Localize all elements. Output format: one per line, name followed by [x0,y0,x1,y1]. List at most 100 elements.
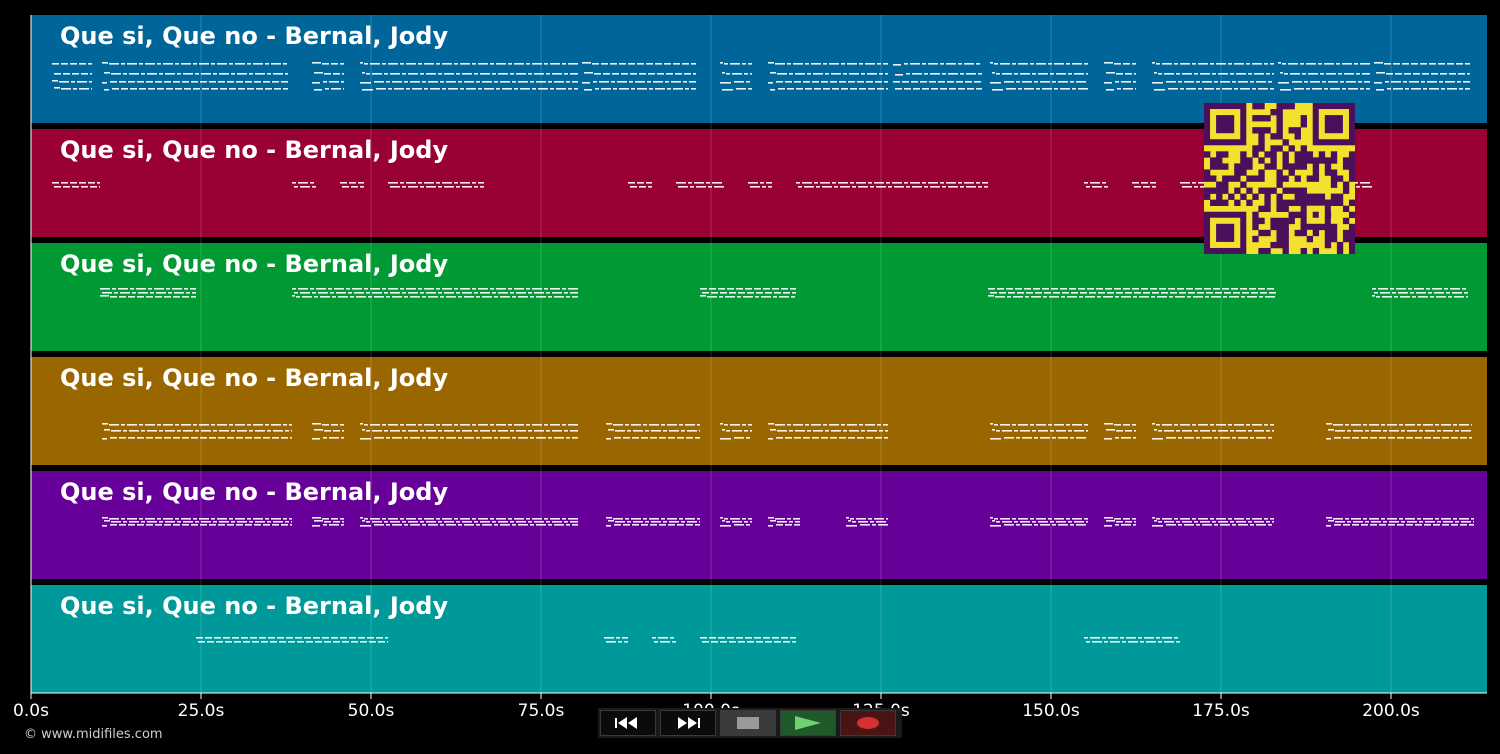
note-event [444,521,454,523]
note-event [102,82,107,84]
note-event [358,637,365,639]
note-event [1134,521,1136,523]
note-event [652,637,656,639]
note-event [720,641,727,643]
note-event [384,430,388,432]
note-event [183,430,193,432]
note-event [454,288,458,290]
note-event [410,81,420,83]
stop-button[interactable] [720,710,776,736]
fast-forward-button[interactable] [660,710,716,736]
note-event [928,182,938,184]
note-event [177,521,181,523]
rewind-button[interactable] [600,710,656,736]
note-event [1026,292,1033,294]
note-event [700,637,707,639]
note-event [340,424,344,426]
note-event [514,88,518,90]
note-event [54,87,60,89]
note-event [304,637,311,639]
note-event [52,182,59,184]
note-event [1302,73,1306,75]
note-event [748,424,752,426]
note-event [148,288,152,290]
note-event [440,437,444,439]
note-event [729,292,736,294]
note-event [1210,63,1214,65]
note-event [1447,88,1457,90]
note-event [492,521,496,523]
note-event [1387,518,1397,520]
note-event [1016,437,1020,439]
note-event [1473,521,1474,523]
note-event [1260,292,1267,294]
note-event [1256,437,1266,439]
note-event [1052,81,1056,83]
note-event [360,423,363,425]
note-event [157,424,161,426]
note-event [1176,430,1180,432]
note-event [1125,430,1132,432]
note-event [1358,81,1362,83]
note-event [312,82,320,84]
note-event [109,424,119,426]
note-event [1427,81,1437,83]
note-event [201,430,211,432]
note-event [928,63,938,65]
note-event [273,521,283,523]
note-event [1334,524,1341,526]
note-event [1192,182,1196,184]
note-event [376,88,386,90]
note-event [1212,521,1216,523]
note-event [770,72,776,74]
note-event [843,430,847,432]
note-event [514,63,524,65]
play-button[interactable] [780,710,836,736]
note-event [1038,430,1048,432]
note-event [384,73,388,75]
note-event [279,641,286,643]
note-event [444,430,454,432]
note-event [312,438,320,440]
note-event [1412,296,1416,298]
note-event [1154,72,1157,74]
note-event [102,292,112,294]
note-event [444,73,454,75]
note-event [847,424,857,426]
note-event [765,292,772,294]
note-event [820,182,830,184]
note-event [1397,524,1404,526]
note-event [364,288,368,290]
note-event [885,430,888,432]
note-event [1372,295,1375,297]
note-event [1210,424,1214,426]
note-event [627,521,631,523]
note-event [454,518,458,520]
note-event [976,182,980,184]
note-event [922,182,926,184]
note-event [482,81,492,83]
note-event [464,81,474,83]
note-event [514,288,524,290]
note-event [1384,63,1391,65]
note-event [1306,88,1310,90]
note-event [458,437,462,439]
note-event [1238,524,1248,526]
note-event [564,521,568,523]
note-event [1084,424,1088,426]
note-event [706,182,710,184]
note-event [1012,518,1016,520]
note-event [386,81,390,83]
note-event [1326,423,1332,425]
note-event [438,73,442,75]
note-event [653,81,663,83]
note-event [615,430,625,432]
note-event [494,296,498,298]
note-event [682,63,689,65]
note-event [454,63,458,65]
note-event [1266,521,1270,523]
record-button[interactable] [840,710,896,736]
note-event [274,88,281,90]
note-event [1354,182,1358,184]
note-event [1280,89,1291,91]
